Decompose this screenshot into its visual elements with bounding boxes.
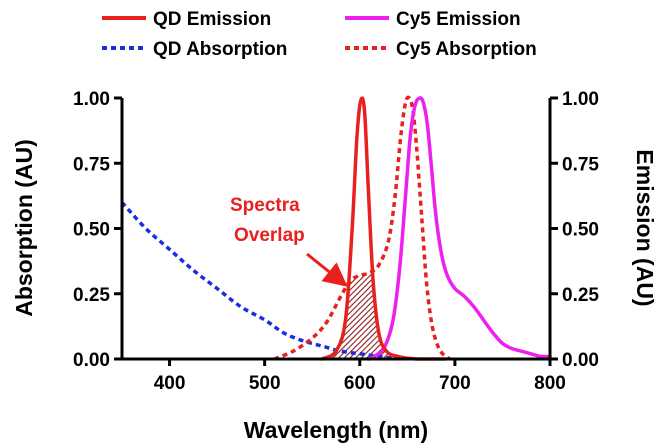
x-tick-label-700: 700 [439,373,471,394]
annotation-line-1: Spectra [230,195,300,216]
series-line-qd-emission [319,96,448,361]
annotation-line-2: Overlap [234,225,305,246]
y-right-tick-label-0.25: 0.25 [562,285,599,306]
y-ticks-left: 0.00 0.25 0.50 0.75 1.00 [73,89,122,371]
y-left-tick-label-0.50: 0.50 [73,220,110,241]
x-tick-label-600: 600 [344,373,376,394]
x-tick-label-800: 800 [534,373,566,394]
legend-label-qd-absorption: QD Absorption [153,39,287,60]
y-ticks-right: 0.00 0.25 0.50 0.75 1.00 [550,89,599,371]
x-tick-label-500: 500 [249,373,281,394]
y-axis-left-title: Absorption (AU) [11,139,37,317]
series-line-cy5-emission [367,96,552,361]
y-left-tick-label-0.75: 0.75 [73,154,110,175]
x-axis-title: Wavelength (nm) [244,417,428,443]
x-ticks: 400 500 600 700 800 [154,359,566,394]
y-right-tick-label-1.00: 1.00 [562,89,599,110]
y-left-tick-label-0.25: 0.25 [73,285,110,306]
legend-item-cy5-absorption: Cy5 Absorption [345,39,537,60]
axes [120,98,552,361]
series-layer [120,95,552,361]
y-left-tick-label-0.00: 0.00 [73,350,110,371]
y-right-tick-label-0.50: 0.50 [562,220,599,241]
spectra-overlap-area [321,270,446,359]
legend-item-qd-absorption: QD Absorption [102,39,287,60]
legend-label-cy5-emission: Cy5 Emission [396,9,521,30]
legend-label-cy5-absorption: Cy5 Absorption [396,39,537,60]
legend-item-cy5-emission: Cy5 Emission [345,9,521,30]
legend-item-qd-emission: QD Emission [102,9,271,30]
legend: QD Emission Cy5 Emission QD Absorption C… [102,9,537,60]
y-right-tick-label-0.00: 0.00 [562,350,599,371]
spectra-overlap-annotation: Spectra Overlap [230,195,348,287]
y-axis-right-title: Emission (AU) [632,149,658,306]
legend-label-qd-emission: QD Emission [153,9,271,30]
y-left-tick-label-1.00: 1.00 [73,89,110,110]
annotation-arrow [306,252,348,287]
x-tick-label-400: 400 [154,373,186,394]
y-right-tick-label-0.75: 0.75 [562,154,599,175]
series-line-cy5-absorption [273,95,451,361]
